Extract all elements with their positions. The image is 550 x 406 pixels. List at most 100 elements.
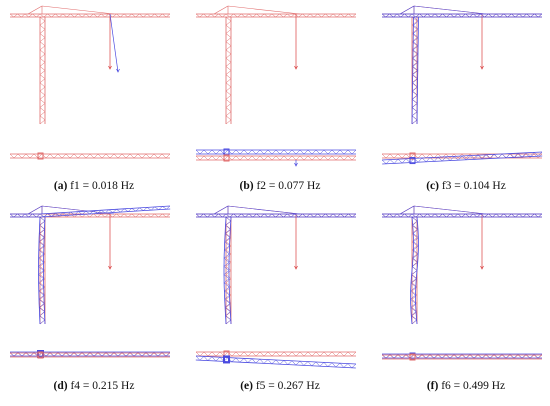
- hook-icon: [480, 265, 484, 270]
- hook-icon: [108, 265, 112, 270]
- undeformed-hook: [480, 214, 484, 270]
- mast-bracing: [39, 216, 46, 325]
- mast-chord: [411, 16, 414, 125]
- panel-mode-2: (b) f2 = 0.077 Hz: [190, 4, 370, 204]
- mast: [38, 216, 46, 325]
- mast-square: [409, 157, 416, 165]
- mast-bracing: [411, 16, 419, 125]
- panel-letter: (e): [240, 380, 253, 392]
- undeformed-plan: [195, 154, 357, 162]
- deformed-elevation: [195, 205, 357, 325]
- panel-mode-3: (c) f3 = 0.104 Hz: [376, 4, 550, 204]
- truss-bracing: [9, 351, 171, 357]
- counter-jib: [381, 213, 413, 218]
- jib: [225, 13, 357, 18]
- mast: [39, 16, 46, 125]
- panel-letter: (c): [426, 180, 439, 192]
- tie-line: [41, 205, 115, 215]
- mast: [223, 216, 232, 325]
- tie-line: [213, 5, 229, 15]
- frequency-label: f6 = 0.499 Hz: [441, 380, 506, 392]
- truss-bracing: [381, 153, 543, 159]
- truss-chord: [39, 205, 171, 215]
- mast-bracing: [411, 216, 418, 325]
- jib: [39, 13, 171, 18]
- tie-line: [27, 205, 43, 215]
- truss-bracing: [39, 213, 171, 218]
- tie-line: [413, 5, 487, 15]
- tie-line: [399, 5, 415, 15]
- tie-line: [227, 5, 301, 15]
- hoist-cable: [109, 13, 119, 73]
- truss-bracing: [195, 355, 357, 369]
- undeformed-elevation: [9, 5, 171, 125]
- panel-caption: (e) f5 = 0.267 Hz: [190, 380, 370, 392]
- mast-chord: [223, 216, 227, 325]
- mast-square: [37, 152, 44, 160]
- mast-square: [223, 355, 230, 364]
- jib-plan: [381, 153, 543, 159]
- jib-plan: [195, 355, 357, 369]
- panel-caption: (c) f3 = 0.104 Hz: [376, 180, 550, 192]
- truss-bracing: [381, 151, 543, 165]
- panel-mode-6: (f) f6 = 0.499 Hz: [376, 204, 550, 404]
- undeformed-elevation: [9, 205, 171, 325]
- mast-chord: [38, 216, 41, 325]
- frequency-label: f3 = 0.104 Hz: [441, 180, 506, 192]
- crane-mode-shape-diagram: [195, 205, 357, 369]
- truss-bracing: [39, 205, 171, 218]
- panel-mode-1: (a) f1 = 0.018 Hz: [4, 4, 184, 204]
- truss-bracing: [225, 213, 357, 218]
- tie-line: [213, 205, 229, 215]
- jib-plan: [195, 155, 357, 161]
- jib: [225, 213, 357, 218]
- frequency-label: f1 = 0.018 Hz: [70, 180, 135, 192]
- panel-caption: (a) f1 = 0.018 Hz: [4, 180, 184, 192]
- jib-plan: [9, 352, 171, 358]
- truss-bracing: [39, 13, 171, 18]
- frequency-label: f5 = 0.267 Hz: [255, 380, 320, 392]
- mast-chord: [410, 216, 414, 325]
- truss-bracing: [411, 13, 543, 18]
- undeformed-hook: [108, 214, 112, 270]
- truss-bracing: [381, 353, 543, 359]
- undeformed-hook: [108, 14, 112, 70]
- deformed-hook: [109, 13, 120, 73]
- undeformed-plan: [9, 152, 171, 160]
- mast-bracing: [39, 16, 46, 125]
- truss-bracing: [381, 13, 413, 18]
- jib-plan: [381, 151, 543, 165]
- deformed-plan: [195, 355, 357, 369]
- truss-bracing: [225, 13, 357, 18]
- tie-line: [399, 205, 415, 215]
- undeformed-plan: [9, 351, 171, 359]
- mast: [411, 216, 418, 325]
- truss-bracing: [9, 352, 171, 358]
- truss-bracing: [411, 213, 543, 218]
- mast-bracing: [225, 16, 232, 125]
- counter-jib: [195, 13, 227, 18]
- truss-bracing: [381, 213, 413, 218]
- mast: [410, 216, 419, 325]
- truss-bracing: [9, 153, 171, 159]
- mast-square: [37, 351, 44, 359]
- panel-letter: (b): [239, 180, 254, 192]
- hook-icon: [480, 65, 484, 70]
- undeformed-plan: [381, 353, 543, 361]
- panel-caption: (f) f6 = 0.499 Hz: [376, 380, 550, 392]
- hook-icon: [294, 162, 298, 167]
- deformed-elevation: [381, 205, 543, 325]
- crane-mode-shape-diagram: [9, 5, 171, 160]
- mast-bracing: [223, 216, 232, 325]
- counter-jib: [9, 13, 41, 18]
- panel-letter: (d): [53, 380, 68, 392]
- panel-letter: (a): [53, 180, 68, 192]
- crane-mode-shape-diagram: [195, 5, 357, 167]
- truss-bracing: [9, 213, 41, 218]
- mast-square: [409, 152, 416, 160]
- deformed-plan: [9, 350, 171, 358]
- deformed-elevation: [381, 5, 543, 125]
- jib: [411, 213, 543, 218]
- undeformed-elevation: [381, 205, 543, 325]
- counter-jib: [195, 213, 227, 218]
